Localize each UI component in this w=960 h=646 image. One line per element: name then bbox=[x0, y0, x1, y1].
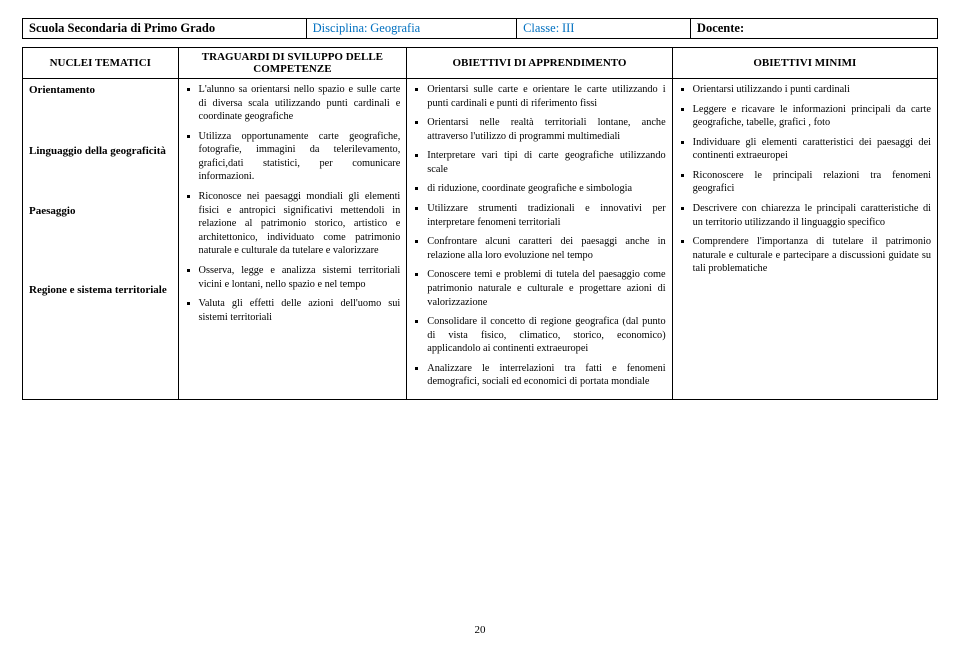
obiettivi-item: Orientarsi sulle carte e orientare le ca… bbox=[427, 83, 665, 110]
traguardi-cell: L'alunno sa orientarsi nello spazio e su… bbox=[178, 79, 407, 400]
obiettivi-item: di riduzione, coordinate geografiche e s… bbox=[427, 182, 665, 196]
obiettivi-item: Utilizzare strumenti tradizionali e inno… bbox=[427, 202, 665, 229]
class-label: Classe: bbox=[523, 21, 559, 35]
teacher-cell: Docente: bbox=[690, 19, 937, 39]
obiettivi-cell: Orientarsi sulle carte e orientare le ca… bbox=[407, 79, 672, 400]
class-value: III bbox=[562, 21, 575, 35]
minimi-item: Riconoscere le principali relazioni tra … bbox=[693, 169, 931, 196]
obiettivi-item: Analizzare le interrelazioni tra fatti e… bbox=[427, 362, 665, 389]
nuclei-cell: Orientamento Linguaggio della geografici… bbox=[23, 79, 179, 400]
obiettivi-item: Confrontare alcuni caratteri dei paesagg… bbox=[427, 235, 665, 262]
header-table: Scuola Secondaria di Primo Grado Discipl… bbox=[22, 18, 938, 39]
discipline-label: Disciplina: bbox=[313, 21, 368, 35]
minimi-item: Comprendere l'importanza di tutelare il … bbox=[693, 235, 931, 276]
traguardi-item: Osserva, legge e analizza sistemi territ… bbox=[199, 264, 401, 291]
col-header-minimi: OBIETTIVI MINIMI bbox=[672, 48, 937, 79]
col-header-traguardi: TRAGUARDI DI SVILUPPO DELLE COMPETENZE bbox=[178, 48, 407, 79]
discipline-value: Geografia bbox=[370, 21, 420, 35]
traguardi-item: Riconosce nei paesaggi mondiali gli elem… bbox=[199, 190, 401, 258]
minimi-item: Individuare gli elementi caratteristici … bbox=[693, 136, 931, 163]
traguardi-item: L'alunno sa orientarsi nello spazio e su… bbox=[199, 83, 401, 124]
obiettivi-item: Orientarsi nelle realtà territoriali lon… bbox=[427, 116, 665, 143]
obiettivi-item: Interpretare vari tipi di carte geografi… bbox=[427, 149, 665, 176]
school-cell: Scuola Secondaria di Primo Grado bbox=[23, 19, 307, 39]
page-number: 20 bbox=[0, 624, 960, 636]
theme-regione: Regione e sistema territoriale bbox=[29, 283, 172, 298]
minimi-item: Leggere e ricavare le informazioni princ… bbox=[693, 103, 931, 130]
col-header-obiettivi: OBIETTIVI DI APPRENDIMENTO bbox=[407, 48, 672, 79]
obiettivi-item: Consolidare il concetto di regione geogr… bbox=[427, 315, 665, 356]
discipline-cell: Disciplina: Geografia bbox=[306, 19, 516, 39]
theme-paesaggio: Paesaggio bbox=[29, 204, 172, 219]
col-header-nuclei: NUCLEI TEMATICI bbox=[23, 48, 179, 79]
minimi-item: Orientarsi utilizzando i punti cardinali bbox=[693, 83, 931, 97]
theme-orientamento: Orientamento bbox=[29, 83, 172, 98]
obiettivi-item: Conoscere temi e problemi di tutela del … bbox=[427, 268, 665, 309]
class-cell: Classe: III bbox=[517, 19, 691, 39]
curriculum-table: NUCLEI TEMATICI TRAGUARDI DI SVILUPPO DE… bbox=[22, 47, 938, 400]
traguardi-item: Valuta gli effetti delle azioni dell'uom… bbox=[199, 297, 401, 324]
traguardi-item: Utilizza opportunamente carte geografich… bbox=[199, 130, 401, 184]
minimi-cell: Orientarsi utilizzando i punti cardinali… bbox=[672, 79, 937, 400]
theme-linguaggio: Linguaggio della geograficità bbox=[29, 144, 172, 159]
minimi-item: Descrivere con chiarezza le principali c… bbox=[693, 202, 931, 229]
